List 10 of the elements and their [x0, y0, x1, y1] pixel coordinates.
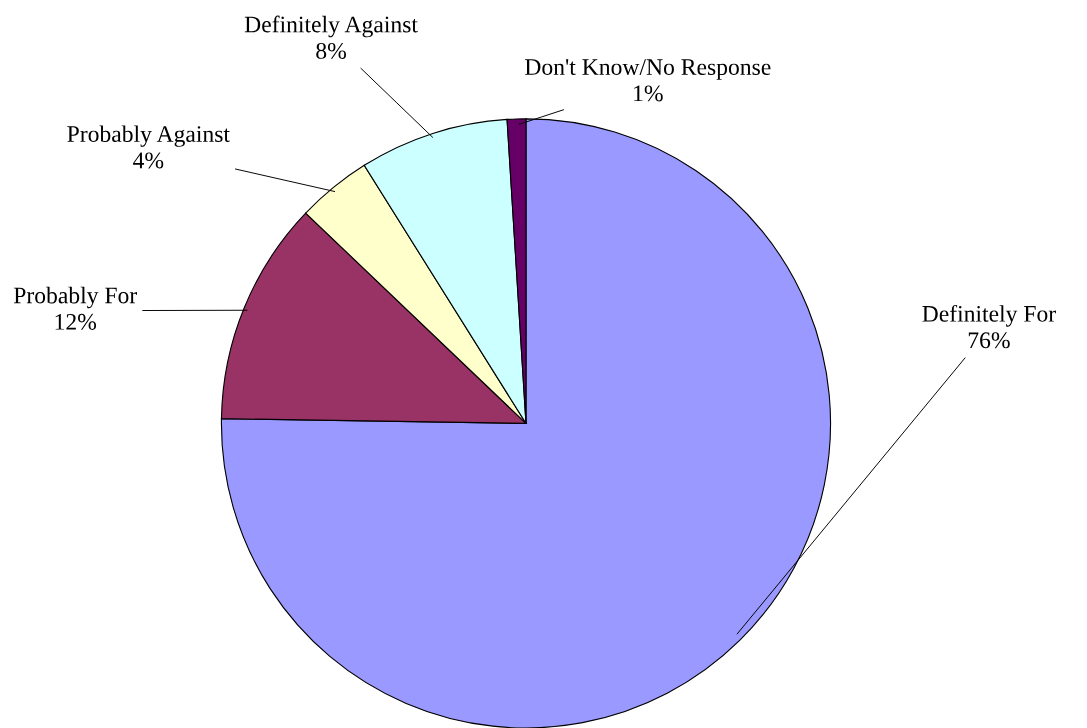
slice-label: Probably Against [67, 125, 230, 147]
data-label: 1% [634, 85, 663, 102]
data-label: 76% [968, 332, 1010, 349]
slice-label: Don't Know/No Response [525, 59, 771, 80]
data-label: 12% [55, 313, 97, 330]
data-label: 8% [316, 42, 346, 59]
slice-label: Probably For [13, 286, 137, 309]
slice-label: Definitely Against [244, 15, 418, 38]
slice-label: Definitely For [922, 304, 1056, 327]
data-label: 4% [133, 152, 164, 169]
